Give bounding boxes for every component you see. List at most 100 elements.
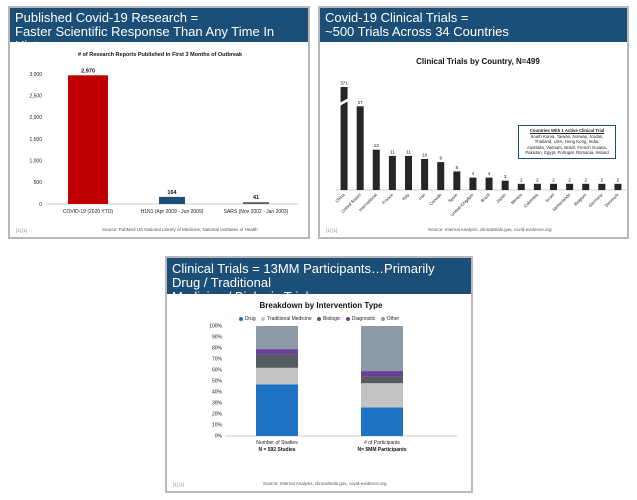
chart-legend: Drug Traditional Medicine Biologic Diagn… xyxy=(167,316,471,322)
page-number: [1] [1] xyxy=(326,228,338,233)
stacked-segment xyxy=(361,376,403,384)
chart-title: # of Research Reports Published in First… xyxy=(78,52,243,58)
legend-item: Traditional Medicine xyxy=(261,316,312,322)
x-tick-label: Iran xyxy=(418,192,427,201)
bar xyxy=(372,149,380,190)
slide-title-line1: Covid-19 Clinical Trials = xyxy=(325,10,469,25)
slide-research-published: Published Covid-19 Research = Faster Sci… xyxy=(8,6,310,239)
legend-swatch xyxy=(238,316,243,321)
legend-label: Biologic xyxy=(323,316,341,322)
data-label: 2 xyxy=(601,177,604,182)
legend-swatch xyxy=(317,316,321,321)
x-tick-label: Italy xyxy=(401,192,411,202)
stacked-segment xyxy=(256,354,298,368)
data-label: 2 xyxy=(584,177,587,182)
x-tick-label: SARS (Nov 2002 - Jan 2003) xyxy=(224,209,289,215)
data-label: 4 xyxy=(488,171,491,176)
legend-label: Diagnostic xyxy=(351,316,376,322)
bar xyxy=(453,171,461,190)
source-note: Source: PubMed US National Library of Me… xyxy=(102,227,258,232)
slide-header: Published Covid-19 Research = Faster Sci… xyxy=(10,8,308,53)
x-tick-label: Israel xyxy=(544,192,555,203)
x-tick-sublabel: N = 592 Studies xyxy=(258,447,295,453)
bar xyxy=(159,196,185,204)
bar xyxy=(243,202,269,204)
trials-by-country-chart: Clinical Trials by Country, N=499 371 Chin… xyxy=(334,57,626,217)
x-tick-label: Number of Studies xyxy=(256,440,298,446)
x-tick-label: Mexico xyxy=(510,192,524,206)
legend-swatch xyxy=(261,316,266,321)
y-tick-label: 1,000 xyxy=(29,158,42,164)
stacked-segment xyxy=(256,349,298,355)
page-number: [1] [1] xyxy=(173,482,185,487)
stacked-segment xyxy=(361,407,403,436)
y-tick-label: 1,500 xyxy=(29,137,42,143)
callout-line: Australia, Vietnam, Brazil, French Guian… xyxy=(527,144,607,150)
stacked-segment xyxy=(361,371,403,377)
x-tick-label: China xyxy=(334,192,346,204)
x-tick-label: Colombia xyxy=(523,192,540,209)
x-tick-label: COVID-19 (2020 YTD) xyxy=(63,209,114,215)
slide-title-line1: Published Covid-19 Research = xyxy=(15,10,199,25)
data-label: 2 xyxy=(552,177,555,182)
x-tick-label: Denmark xyxy=(604,192,620,208)
legend-item: Biologic xyxy=(317,316,341,322)
x-tick-label: H1N1 (Apr 2009 - Jun 2009) xyxy=(141,209,204,215)
x-tick-label: France xyxy=(381,192,394,205)
data-label: 2 xyxy=(617,177,620,182)
x-tick-label: Belgium xyxy=(573,192,588,207)
data-label: 2 xyxy=(536,177,539,182)
data-label: 2 xyxy=(520,177,523,182)
bar xyxy=(582,183,590,190)
x-tick-label: Brazil xyxy=(480,192,491,203)
bar xyxy=(517,183,525,190)
page-number: [1] [1] xyxy=(16,228,28,233)
bar xyxy=(485,177,493,190)
data-label: 13 xyxy=(374,143,380,148)
x-tick-label: Japan xyxy=(495,192,507,204)
slide-header: Covid-19 Clinical Trials = ~500 Trials A… xyxy=(320,8,627,42)
research-reports-chart: # of Research Reports Published in First… xyxy=(29,52,298,215)
bar xyxy=(469,177,477,190)
bar xyxy=(501,180,509,190)
data-label: 41 xyxy=(253,195,259,201)
bar xyxy=(421,159,429,190)
bar xyxy=(566,183,574,190)
legend-label: Other xyxy=(386,316,400,322)
slide-intervention-breakdown: Clinical Trials = 13MM Participants…Prim… xyxy=(165,256,473,493)
bar xyxy=(437,162,445,190)
x-tick-label: Germany xyxy=(588,192,605,209)
stacked-segment xyxy=(256,384,298,436)
y-tick-label: 2,500 xyxy=(29,93,42,99)
y-tick-label: 30% xyxy=(212,401,223,407)
x-tick-label: Spain xyxy=(447,192,459,204)
bar xyxy=(614,183,622,190)
data-label: 2 xyxy=(568,177,571,182)
callout-title: Countries With 1 Active Clinical Trial xyxy=(529,128,605,133)
y-tick-label: 90% xyxy=(212,335,223,341)
callout-line: South Korea, Taiwan, Norway, Jordan, xyxy=(530,133,604,139)
legend-item: Other xyxy=(380,316,400,322)
legend-label: Traditional Medicine xyxy=(267,316,312,322)
data-label: 4 xyxy=(472,171,475,176)
y-tick-label: 100% xyxy=(209,324,222,330)
stacked-segment xyxy=(256,326,298,350)
slide-title-line2: Medicine / Biologic Trials xyxy=(172,289,316,304)
stacked-segment xyxy=(361,326,403,372)
bar xyxy=(356,106,364,190)
legend-swatch xyxy=(345,316,350,321)
data-label: 11 xyxy=(406,149,411,154)
slide-trials-by-country: Covid-19 Clinical Trials = ~500 Trials A… xyxy=(318,6,629,239)
y-tick-label: 50% xyxy=(212,379,223,385)
slide-title-line2: ~500 Trials Across 34 Countries xyxy=(325,24,509,39)
y-tick-label: 40% xyxy=(212,390,223,396)
y-tick-label: 0 xyxy=(39,202,42,208)
axis-break-marker xyxy=(339,98,349,106)
data-label: 164 xyxy=(167,190,177,196)
bar xyxy=(550,183,557,190)
slide-header: Clinical Trials = 13MM Participants…Prim… xyxy=(167,258,471,304)
chart-title: Clinical Trials by Country, N=499 xyxy=(416,57,540,66)
single-trial-countries-callout: Countries With 1 Active Clinical Trial S… xyxy=(518,125,616,159)
callout-line: Pakistan, Egypt, Portugal, Romania, Irel… xyxy=(525,150,609,156)
y-tick-label: 80% xyxy=(212,346,223,352)
